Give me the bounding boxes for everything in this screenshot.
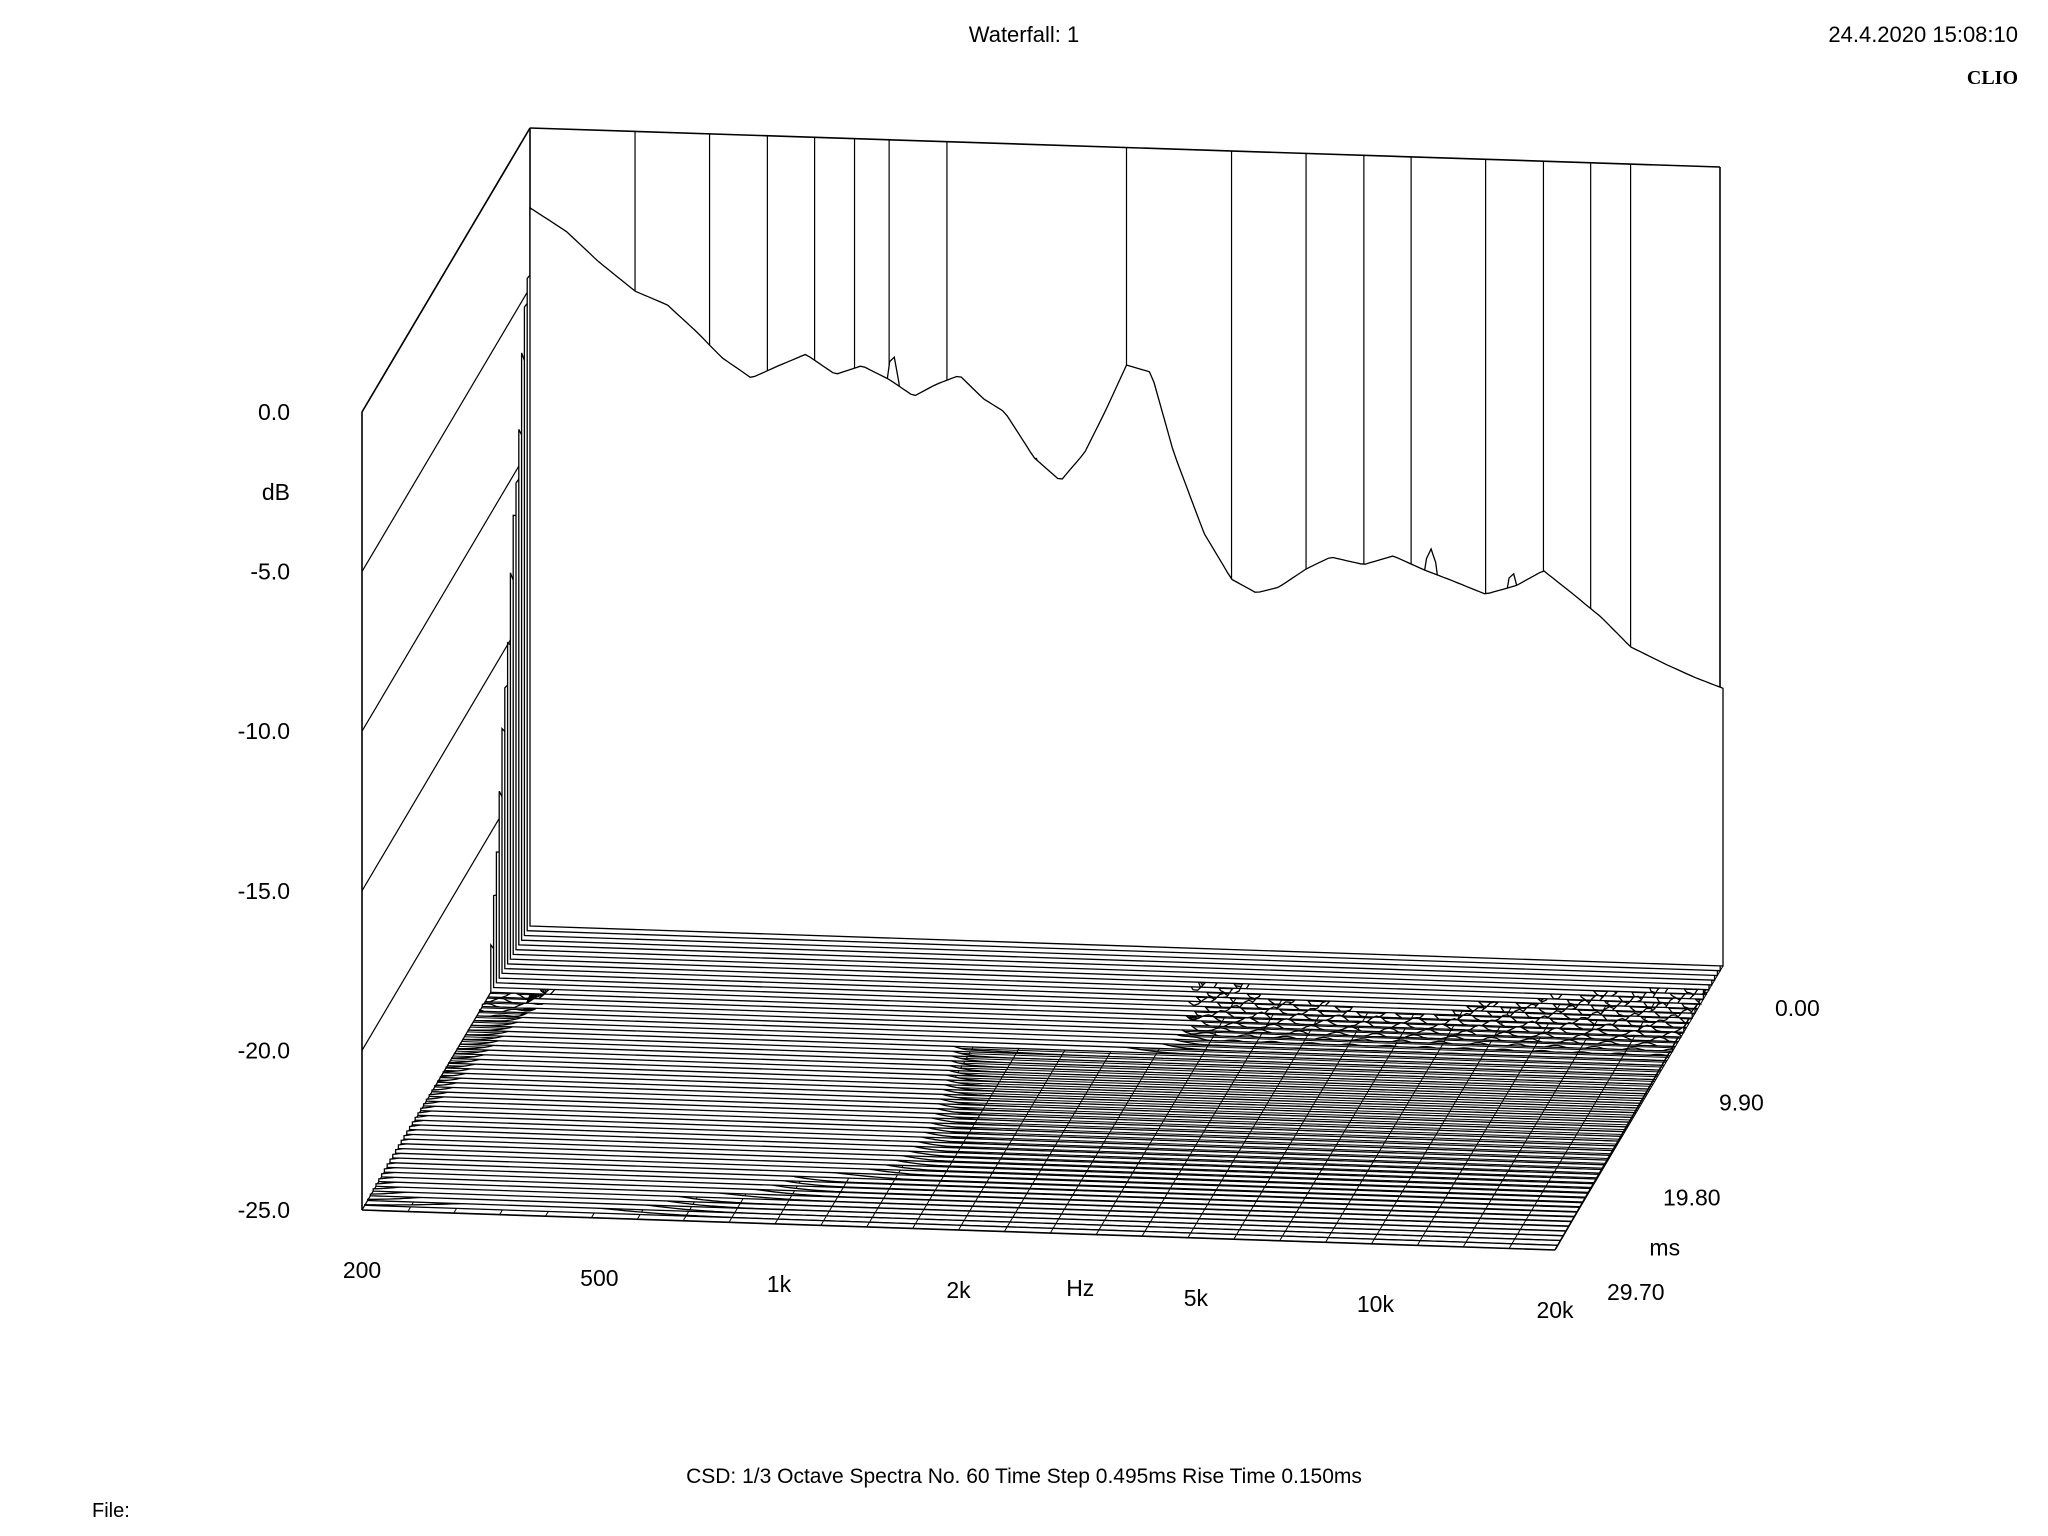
freq-tick-label: 5k (1184, 1285, 1209, 1311)
brand-label: CLIO (1966, 67, 2018, 89)
freq-axis-label: Hz (1066, 1275, 1094, 1301)
file-label: File: (92, 1500, 130, 1522)
freq-tick-label: 10k (1357, 1291, 1395, 1317)
spectra-curves (364, 206, 1724, 1246)
db-tick-label: 0.0 (258, 399, 290, 425)
timestamp: 24.4.2020 15:08:10 (1828, 22, 2018, 47)
time-tick-label: 0.00 (1775, 995, 1820, 1021)
time-tick-label: 29.70 (1607, 1279, 1665, 1305)
spectrum-curve-0ms (529, 206, 1724, 967)
freq-tick-label: 20k (1536, 1297, 1574, 1323)
back-top-edge (529, 127, 1721, 168)
db-gridline (361, 287, 531, 572)
db-tick-label: -25.0 (238, 1197, 290, 1223)
db-gridline (361, 606, 531, 892)
time-tick-label: 19.80 (1663, 1184, 1721, 1210)
db-tick-label: -20.0 (238, 1037, 290, 1063)
db-tick-label: -15.0 (238, 878, 290, 904)
freq-tick-label: 200 (343, 1257, 381, 1283)
freq-tick-label: 500 (580, 1265, 618, 1291)
chart-title: Waterfall: 1 (968, 22, 1080, 47)
db-gridline (361, 446, 531, 732)
db-gridline (361, 127, 531, 413)
db-tick-label: -5.0 (250, 559, 290, 585)
db-tick-label: -10.0 (238, 718, 290, 744)
time-tick-label: 9.90 (1719, 1090, 1764, 1116)
time-axis-label: ms (1649, 1234, 1680, 1260)
db-axis-label: dB (262, 479, 290, 505)
freq-tick-label: 2k (946, 1277, 971, 1303)
freq-tick-label: 1k (767, 1271, 792, 1297)
measurement-parameters: CSD: 1/3 Octave Spectra No. 60 Time Step… (686, 1465, 1362, 1488)
